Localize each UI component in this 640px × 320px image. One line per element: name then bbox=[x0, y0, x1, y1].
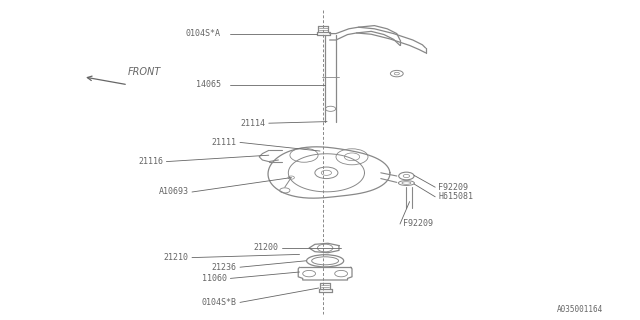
Text: 21116: 21116 bbox=[138, 157, 163, 166]
Text: H615081: H615081 bbox=[438, 192, 474, 201]
Text: F92209: F92209 bbox=[438, 183, 468, 192]
Text: F92209: F92209 bbox=[403, 220, 433, 228]
Text: A035001164: A035001164 bbox=[557, 305, 603, 314]
Text: 14065: 14065 bbox=[196, 80, 221, 89]
Text: 21210: 21210 bbox=[164, 253, 189, 262]
Text: 21236: 21236 bbox=[212, 263, 237, 272]
Text: 21114: 21114 bbox=[241, 119, 266, 128]
Text: A10693: A10693 bbox=[159, 188, 189, 196]
Text: 21200: 21200 bbox=[253, 244, 278, 252]
Text: 0104S*B: 0104S*B bbox=[202, 298, 237, 307]
Text: 11060: 11060 bbox=[202, 274, 227, 283]
Text: FRONT: FRONT bbox=[128, 67, 161, 77]
Text: 21111: 21111 bbox=[212, 138, 237, 147]
Text: 0104S*A: 0104S*A bbox=[186, 29, 221, 38]
